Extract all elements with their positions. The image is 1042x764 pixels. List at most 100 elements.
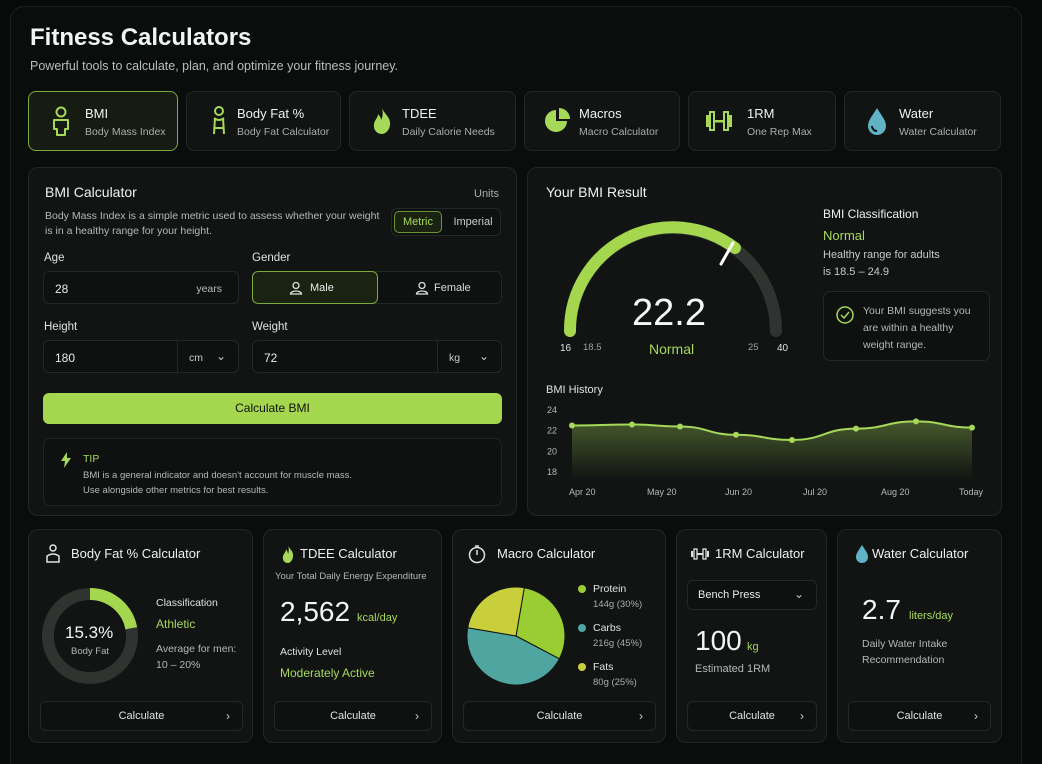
bmi-history-chart: 24 22 20 18 Apr 20 May 20 Jun 20 Jul 20 Aug 20 T… <box>547 405 984 497</box>
calculate-button[interactable]: Calculate › <box>274 701 432 731</box>
tab-tdee[interactable]: TDEE Daily Calorie Needs <box>349 91 516 151</box>
card-title: 1RM Calculator <box>715 546 805 561</box>
classification-title: BMI Classification <box>823 207 919 221</box>
chevron-down-icon[interactable]: ⌄ <box>215 349 226 363</box>
onerm-label: Estimated 1RM <box>695 663 771 675</box>
exercise-select[interactable]: Bench Press ⌄ <box>687 580 817 610</box>
water-line: Recommendation <box>862 654 945 666</box>
body-fat-value: 15.3% <box>65 623 114 642</box>
tab-water[interactable]: Water Water Calculator <box>844 91 1001 151</box>
history-point <box>853 425 859 432</box>
unit-imperial-button[interactable]: Imperial <box>453 216 493 228</box>
card-title: BMI Calculator <box>45 184 137 200</box>
tab-subtitle: One Rep Max <box>747 126 812 138</box>
chevron-right-icon: › <box>974 709 978 723</box>
tip-title: TIP <box>83 453 100 465</box>
history-point <box>629 421 635 428</box>
tab-subtitle: Daily Calorie Needs <box>402 126 495 138</box>
water-value: 2.7 <box>862 594 901 625</box>
tab-title: 1RM <box>747 106 775 121</box>
height-input[interactable]: 180 cm ⌄ <box>43 340 239 373</box>
y-tick-label: 20 <box>547 446 557 456</box>
gauge-max-label: 40 <box>777 343 789 354</box>
average-label: Average for men: <box>156 643 237 655</box>
protein-value: 144g (30%) <box>593 599 643 610</box>
tab-macros[interactable]: Macros Macro Calculator <box>524 91 680 151</box>
average-value: 10 – 20% <box>156 659 201 671</box>
chevron-right-icon: › <box>800 709 804 723</box>
height-label: Height <box>44 321 78 333</box>
age-input[interactable]: 28 years <box>43 271 239 304</box>
flame-icon <box>282 545 294 563</box>
tab-1rm[interactable]: 1RM One Rep Max <box>688 91 836 151</box>
tip-box: TIP BMI is a general indicator and doesn… <box>43 438 502 506</box>
body-fat-value-label: Body Fat <box>71 646 110 657</box>
chevron-down-icon: ⌄ <box>793 587 804 601</box>
water-line: Daily Water Intake <box>862 638 948 650</box>
unit-metric-button[interactable]: Metric <box>394 211 442 233</box>
user-icon <box>289 281 303 295</box>
protein-swatch <box>578 585 586 593</box>
carbs-label: Carbs <box>593 622 622 634</box>
gender-selector: Male Female <box>252 271 502 304</box>
y-tick-label: 18 <box>547 467 557 477</box>
tdee-value: 2,562 <box>280 596 351 627</box>
bmi-description: Body Mass Index is a simple metric used … <box>45 210 380 237</box>
fats-swatch <box>578 663 586 671</box>
flame-icon <box>373 108 391 134</box>
exercise-value: Bench Press <box>698 589 761 601</box>
tab-body-fat[interactable]: Body Fat % Body Fat Calculator <box>186 91 341 151</box>
gauge-marker <box>719 241 735 266</box>
x-tick-label: May 20 <box>647 487 677 497</box>
tab-subtitle: Body Mass Index <box>85 126 166 138</box>
tdee-card: TDEE Calculator Your Total Daily Energy … <box>263 529 442 743</box>
tip-line: BMI is a general indicator and doesn't a… <box>83 470 353 481</box>
x-tick-label: Apr 20 <box>569 487 596 497</box>
user-icon <box>415 281 429 295</box>
tab-subtitle: Body Fat Calculator <box>237 126 330 138</box>
pie-slice-carbs <box>466 627 561 686</box>
tab-bmi[interactable]: BMI Body Mass Index <box>28 91 178 151</box>
calculate-button[interactable]: Calculate › <box>848 701 991 731</box>
onerm-value: 100 <box>695 625 742 656</box>
history-point <box>913 418 919 425</box>
onerm-card: 1RM Calculator Bench Press ⌄ 100 kg Esti… <box>676 529 827 743</box>
history-line <box>571 420 973 441</box>
button-label: Calculate <box>330 710 376 722</box>
pie-slice-protein <box>515 587 566 660</box>
history-area <box>572 421 972 480</box>
range-text: is 18.5 – 24.9 <box>823 266 890 278</box>
history-title: BMI History <box>546 384 603 396</box>
calculate-button[interactable]: Calculate › <box>687 701 817 731</box>
weight-unit-select[interactable]: kg <box>449 352 461 364</box>
card-title: Your BMI Result <box>546 184 647 200</box>
weight-input[interactable]: 72 kg ⌄ <box>252 340 502 373</box>
weight-label: Weight <box>252 321 288 333</box>
button-label: Calculate <box>118 710 165 722</box>
fats-label: Fats <box>593 661 614 673</box>
history-point <box>969 424 975 431</box>
gender-male-button[interactable]: Male <box>252 271 378 304</box>
weight-value: 72 <box>264 351 278 365</box>
tab-title: Macros <box>579 106 622 121</box>
history-point <box>677 423 683 430</box>
tab-subtitle: Macro Calculator <box>579 126 659 138</box>
chevron-down-icon[interactable]: ⌄ <box>478 349 489 363</box>
page-title: Fitness Calculators <box>30 24 252 51</box>
calculate-button[interactable]: Calculate › <box>463 701 656 731</box>
classification-value: Athletic <box>156 617 196 631</box>
card-title: TDEE Calculator <box>300 546 397 561</box>
divider <box>437 341 438 372</box>
height-unit-select[interactable]: cm <box>189 352 203 364</box>
calculate-bmi-button[interactable]: Calculate BMI <box>43 393 502 424</box>
gender-female-button[interactable]: Female <box>379 272 503 303</box>
x-tick-label: Jun 20 <box>725 487 752 497</box>
gender-female-label: Female <box>434 282 471 294</box>
calculate-button[interactable]: Calculate › <box>40 701 243 731</box>
gauge-fill <box>563 221 741 337</box>
chevron-right-icon: › <box>639 709 643 723</box>
tdee-unit: kcal/day <box>357 612 398 624</box>
history-point <box>569 422 575 429</box>
body-icon <box>213 106 225 135</box>
note-line: weight range. <box>863 339 927 351</box>
